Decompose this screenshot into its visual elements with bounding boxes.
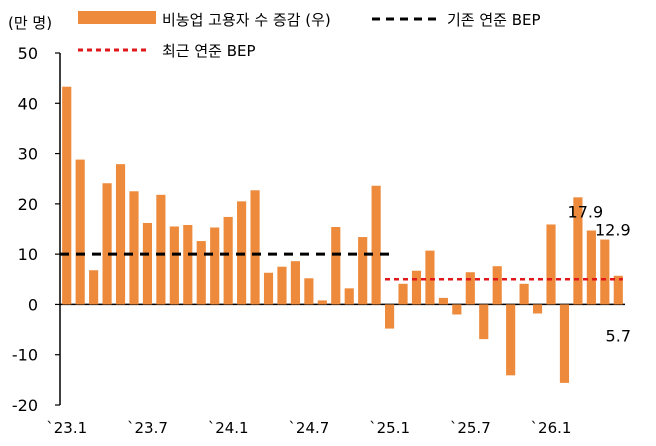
x-tick-label: `23.7 bbox=[127, 419, 168, 437]
reference-lines bbox=[60, 252, 623, 281]
unit-label: (만 명) bbox=[8, 14, 52, 32]
x-tick-label: `26.1 bbox=[531, 419, 572, 437]
x-tick-label: `24.1 bbox=[208, 419, 249, 437]
bar bbox=[210, 227, 220, 305]
y-tick-label: 20 bbox=[18, 195, 38, 214]
data-labels: 17.912.9 5.7 bbox=[568, 202, 631, 345]
bar bbox=[169, 226, 179, 305]
bar bbox=[115, 164, 126, 305]
bar bbox=[196, 241, 206, 305]
bar bbox=[532, 304, 543, 314]
bar bbox=[62, 86, 72, 305]
bar bbox=[385, 304, 395, 329]
x-tick-label: `25.7 bbox=[450, 419, 491, 437]
y-tick-label: 40 bbox=[18, 94, 38, 113]
bar bbox=[317, 300, 327, 305]
bar bbox=[223, 216, 233, 305]
bar bbox=[465, 272, 475, 305]
y-tick-label: 10 bbox=[18, 245, 38, 264]
legend-bar-swatch bbox=[78, 11, 156, 24]
bar bbox=[438, 297, 448, 305]
x-tick-label: `23.1 bbox=[46, 419, 87, 437]
bar bbox=[277, 266, 287, 305]
y-tick-label: 30 bbox=[18, 145, 38, 164]
bar bbox=[452, 304, 462, 315]
bar bbox=[479, 304, 489, 340]
bar bbox=[586, 230, 596, 305]
bar bbox=[89, 270, 99, 305]
bar bbox=[559, 304, 570, 383]
bar bbox=[519, 283, 529, 305]
data-label: 12.9 bbox=[595, 221, 631, 240]
bar bbox=[290, 261, 300, 305]
bar bbox=[183, 224, 193, 305]
x-tick-label: `24.7 bbox=[288, 419, 329, 437]
bar bbox=[600, 239, 610, 305]
bar bbox=[506, 304, 516, 376]
bar bbox=[75, 159, 85, 305]
bar bbox=[102, 183, 112, 305]
bar bbox=[613, 275, 623, 305]
y-tick-label: 50 bbox=[18, 44, 38, 63]
y-tick-label: -20 bbox=[12, 396, 38, 415]
bar bbox=[492, 266, 502, 305]
bar bbox=[304, 278, 314, 305]
bar bbox=[142, 222, 153, 305]
bar bbox=[263, 272, 274, 305]
bar bbox=[156, 194, 166, 305]
bar bbox=[425, 250, 435, 305]
legend: 비농업 고용자 수 증감 (우) 기존 연준 BEP 최근 연준 BEP bbox=[78, 11, 541, 60]
bar bbox=[250, 190, 260, 305]
bar bbox=[411, 270, 422, 305]
bars bbox=[62, 86, 623, 383]
bar bbox=[546, 224, 556, 305]
axes: 50 40 30 20 10 0 -10 -20 `23.1 `23.7 `24.1 `24.7 `25… bbox=[12, 44, 625, 437]
bar bbox=[358, 237, 368, 305]
y-tick-label: 0 bbox=[28, 295, 38, 314]
legend-bar-label: 비농업 고용자 수 증감 (우) bbox=[162, 11, 331, 29]
y-tick-label: -10 bbox=[12, 346, 38, 365]
data-label: 5.7 bbox=[606, 326, 631, 345]
bar bbox=[344, 288, 354, 305]
legend-new-bep-label: 최근 연준 BEP bbox=[162, 42, 256, 60]
bar bbox=[573, 197, 583, 305]
bar bbox=[398, 283, 408, 305]
bar bbox=[129, 191, 139, 305]
data-label: 17.9 bbox=[568, 202, 604, 221]
bar bbox=[371, 185, 381, 305]
legend-old-bep-label: 기존 연준 BEP bbox=[447, 11, 541, 29]
bar bbox=[331, 226, 341, 305]
x-tick-label: `25.1 bbox=[369, 419, 410, 437]
